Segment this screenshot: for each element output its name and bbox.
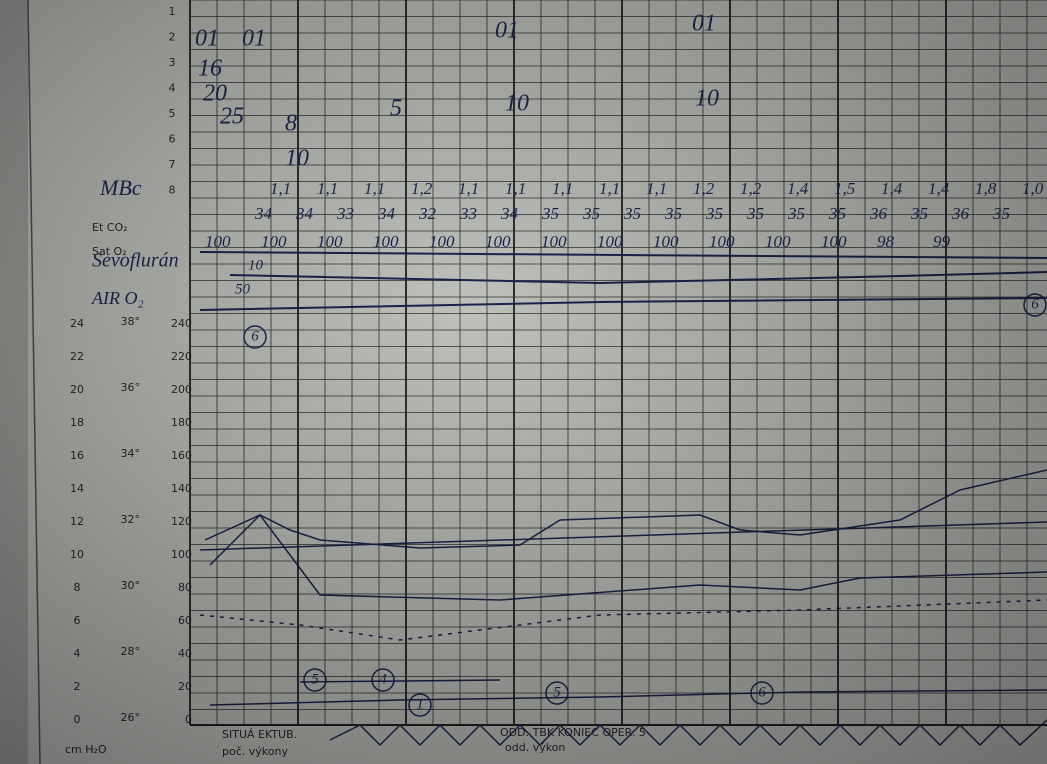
shadow xyxy=(0,0,1047,764)
chart-photo: 12345678Et CO₂Sat O₂24222018161412108642… xyxy=(0,0,1047,764)
page: 12345678Et CO₂Sat O₂24222018161412108642… xyxy=(0,0,1047,764)
